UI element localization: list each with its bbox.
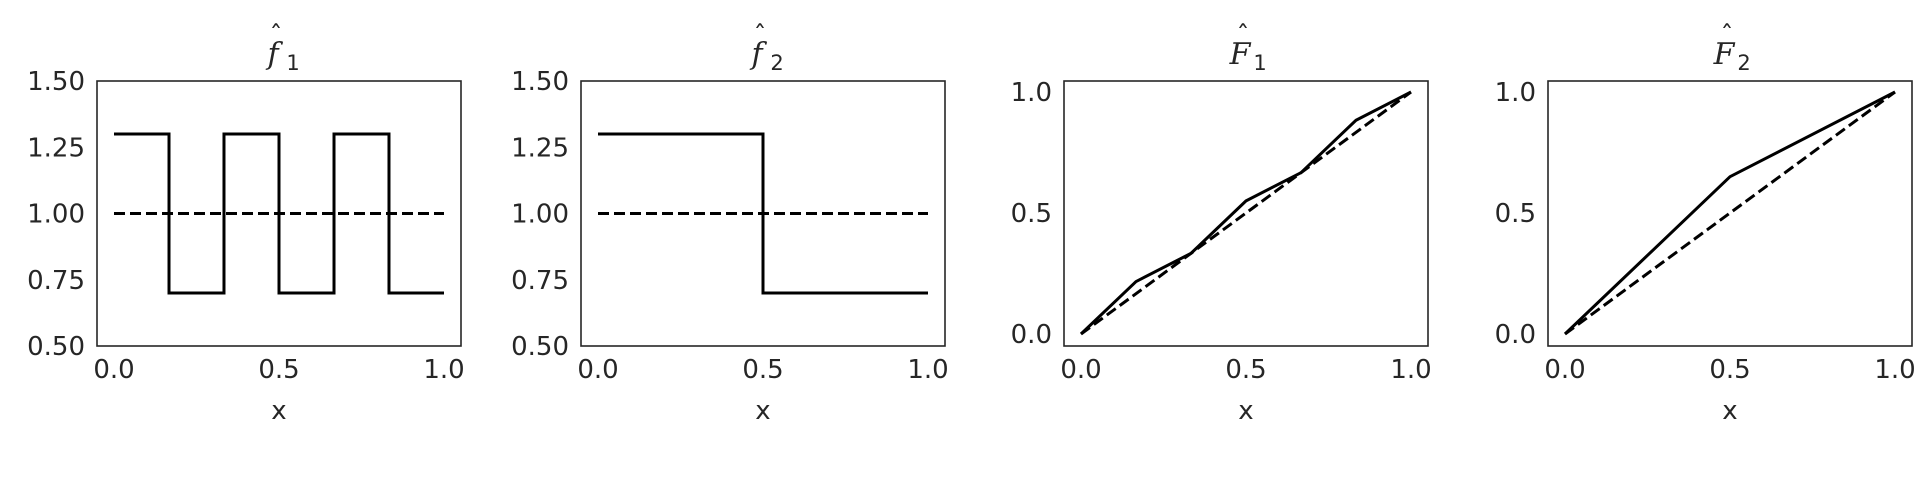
chart-title: Fˆ1 xyxy=(1229,21,1267,75)
reference-line xyxy=(1564,90,1896,336)
x-tick-label: 0.0 xyxy=(577,355,618,385)
plot-frame xyxy=(580,80,946,347)
y-tick-label: 1.25 xyxy=(511,133,569,163)
x-tick-label: 0.5 xyxy=(742,355,783,385)
y-tick-label: 1.00 xyxy=(511,200,569,230)
x-tick-label: 0.5 xyxy=(1225,355,1266,385)
plot-frame xyxy=(96,80,462,347)
x-tick-label: 1.0 xyxy=(1874,355,1915,385)
y-tick-label: 1.25 xyxy=(27,133,85,163)
y-tick-label: 0.75 xyxy=(27,266,85,296)
plot-frame xyxy=(1063,80,1429,347)
chart-title-letter: F xyxy=(1229,37,1252,72)
panel-4: 0.0 0.5 1.0 0.0 0.5 1.0 x Fˆ2 xyxy=(1495,21,1916,426)
reference-line xyxy=(1080,90,1412,336)
x-axis-label: x xyxy=(1722,396,1737,426)
x-axis-label: x xyxy=(271,396,286,426)
panel-2: 0.50 0.75 1.00 1.25 1.50 0.0 0.5 1.0 x fˆ2 xyxy=(511,21,949,426)
chart-title-letter: F xyxy=(1713,37,1736,72)
y-tick-label: 1.0 xyxy=(1011,78,1052,108)
chart-title-subscript: 1 xyxy=(286,51,299,75)
y-tick-label: 0.50 xyxy=(27,332,85,362)
x-tick-label: 0.0 xyxy=(93,355,134,385)
estimate-line xyxy=(1079,90,1412,336)
chart-title: fˆ2 xyxy=(749,21,783,75)
x-tick-label: 0.0 xyxy=(1544,355,1585,385)
y-tick-label: 1.50 xyxy=(511,67,569,97)
x-tick-label: 1.0 xyxy=(423,355,464,385)
x-tick-label: 0.5 xyxy=(258,355,299,385)
y-tick-label: 1.00 xyxy=(27,200,85,230)
panel-1: 0.50 0.75 1.00 1.25 1.50 0.0 0.5 1.0 x fˆ1 xyxy=(27,21,465,426)
chart-title-subscript: 1 xyxy=(1253,51,1266,75)
x-tick-label: 0.5 xyxy=(1709,355,1750,385)
y-tick-label: 0.5 xyxy=(1011,199,1052,229)
plot-frame xyxy=(1547,80,1913,347)
estimate-line xyxy=(1563,90,1896,336)
x-axis-label: x xyxy=(755,396,770,426)
chart-title-hat: ˆ xyxy=(1237,21,1250,51)
x-tick-label: 1.0 xyxy=(1390,355,1431,385)
x-tick-label: 1.0 xyxy=(907,355,948,385)
chart-title-hat: ˆ xyxy=(754,21,767,51)
panel-3: 0.0 0.5 1.0 0.0 0.5 1.0 x Fˆ1 xyxy=(1011,21,1432,426)
x-tick-label: 0.0 xyxy=(1060,355,1101,385)
y-tick-label: 1.0 xyxy=(1495,78,1536,108)
chart-title-hat: ˆ xyxy=(1721,21,1734,51)
chart-title-hat: ˆ xyxy=(270,21,283,51)
chart-title-subscript: 2 xyxy=(1737,51,1750,75)
y-tick-label: 0.50 xyxy=(511,332,569,362)
y-tick-label: 1.50 xyxy=(27,67,85,97)
y-tick-label: 0.0 xyxy=(1011,320,1052,350)
chart-title: Fˆ2 xyxy=(1713,21,1751,75)
chart-title: fˆ1 xyxy=(265,21,299,75)
chart-title-subscript: 2 xyxy=(770,51,783,75)
y-tick-label: 0.0 xyxy=(1495,320,1536,350)
y-tick-label: 0.75 xyxy=(511,266,569,296)
y-tick-label: 0.5 xyxy=(1495,199,1536,229)
x-axis-label: x xyxy=(1238,396,1253,426)
